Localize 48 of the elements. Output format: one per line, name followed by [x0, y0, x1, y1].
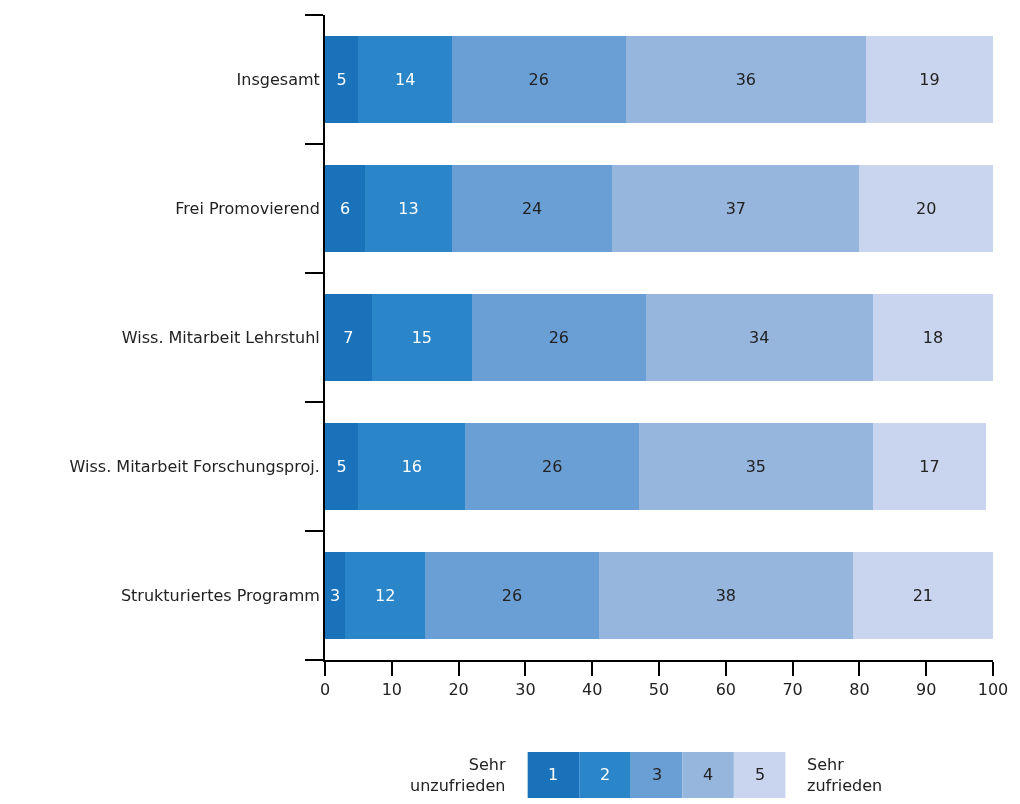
- x-tick-label: 30: [515, 680, 536, 700]
- data-label: 36: [735, 70, 757, 89]
- data-label: 26: [528, 70, 549, 89]
- x-tick-label: 70: [782, 680, 803, 700]
- x-tick-label: 80: [849, 680, 870, 700]
- data-label: 24: [521, 199, 543, 219]
- data-label: 3: [329, 586, 341, 606]
- data-label: 12: [374, 586, 396, 606]
- x-tick-label: 40: [582, 680, 603, 700]
- y-tick-label: Insgesamt: [236, 70, 320, 90]
- data-label: 13: [398, 199, 419, 219]
- data-label: 5: [336, 70, 347, 89]
- text: 3: [652, 765, 663, 784]
- data-label: 26: [541, 457, 563, 477]
- data-label: 34: [749, 328, 770, 347]
- text: 1: [548, 765, 559, 784]
- data-label: 14: [394, 70, 416, 89]
- data-label: 16: [401, 457, 423, 477]
- y-tick-label: Frei Promovierend: [175, 199, 320, 219]
- x-tick-label: 10: [381, 680, 402, 700]
- text: Sehr zufrieden: [807, 755, 883, 795]
- text: 4: [703, 765, 714, 784]
- y-tick-label: Wiss. Mitarbeit Forschungsproj.: [69, 457, 320, 477]
- data-label: 21: [912, 586, 934, 606]
- data-label: 5: [336, 457, 347, 477]
- data-label: 19: [919, 70, 940, 89]
- data-label: 35: [745, 457, 767, 477]
- x-tick-label: 50: [648, 680, 670, 700]
- x-tick-label: 90: [916, 680, 937, 700]
- data-label: 26: [501, 586, 523, 606]
- data-label: 7: [343, 328, 354, 347]
- data-label: 18: [922, 328, 944, 347]
- text: 2: [600, 765, 611, 784]
- data-label: 26: [548, 328, 569, 347]
- x-tick-label: 20: [448, 680, 469, 700]
- data-label: 38: [715, 586, 736, 606]
- text: 5: [755, 765, 766, 784]
- x-tick-label: 0: [319, 680, 331, 700]
- data-label: 20: [916, 199, 937, 219]
- data-label: 6: [339, 199, 351, 219]
- x-tick-label: 60: [715, 680, 736, 700]
- y-tick-label: Wiss. Mitarbeit Lehrstuhl: [121, 328, 320, 348]
- y-tick-label: Strukturiertes Programm: [120, 586, 320, 606]
- x-tick-label: 100: [977, 680, 1009, 700]
- data-label: 15: [411, 328, 433, 347]
- data-label: 37: [725, 199, 746, 219]
- data-label: 17: [919, 457, 940, 477]
- text: Sehr unzufrieden: [410, 755, 506, 795]
